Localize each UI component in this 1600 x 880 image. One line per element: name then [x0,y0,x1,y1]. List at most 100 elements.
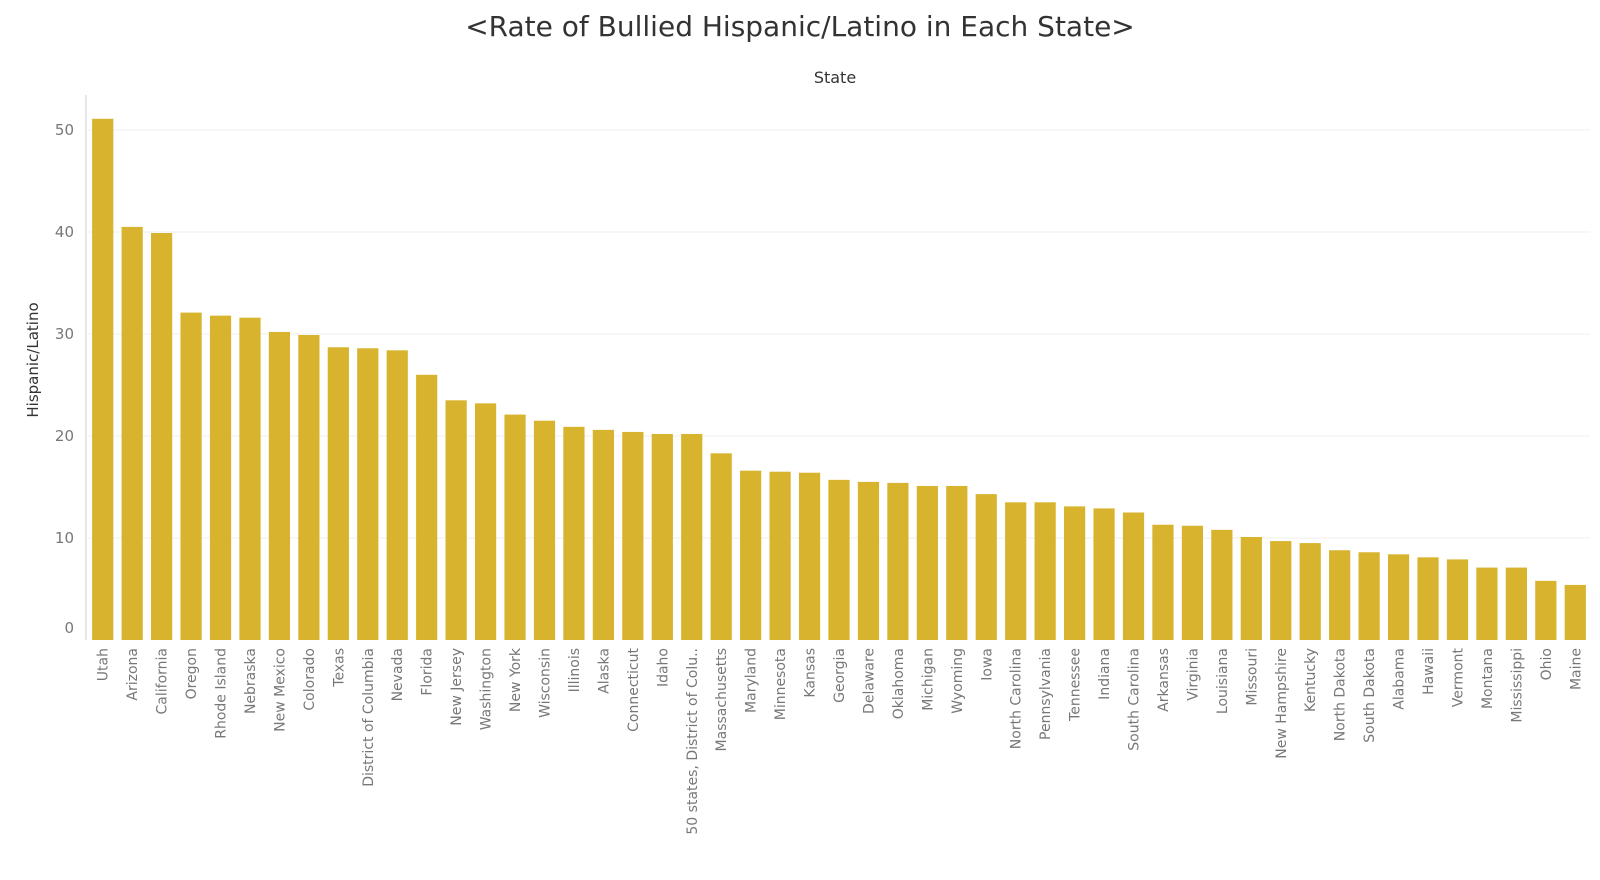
x-tick-label: Wisconsin [537,648,553,718]
bar [151,233,173,640]
x-tick-label: Alabama [1392,648,1408,710]
x-tick-label: Missouri [1244,648,1260,706]
bar [740,470,762,640]
x-tick-label: 50 states, District of Colu.. [685,648,701,835]
x-tick-label: Hawaii [1421,648,1437,695]
bar [710,453,732,640]
bar [386,350,408,640]
bar [357,348,379,640]
x-tick-label: Indiana [1097,648,1113,700]
bar [1034,502,1056,640]
x-tick-label: North Dakota [1333,648,1349,741]
bar [209,315,232,640]
x-tick-label: New Jersey [449,648,465,726]
bar [1417,557,1439,640]
bar [887,482,909,640]
x-tick-label: New Hampshire [1274,648,1290,759]
bars [92,118,1586,640]
x-tick-label: Idaho [655,648,671,687]
bar [268,331,291,640]
x-tick-label: Delaware [861,648,877,714]
bar [975,494,997,640]
x-tick-label: Washington [479,648,495,730]
x-tick-label: Minnesota [773,648,789,720]
y-axis-label: Hispanic/Latino [24,302,42,417]
x-tick-label: Connecticut [626,647,642,731]
x-tick-label: Kansas [803,648,819,698]
bar [798,472,821,640]
x-tick-label: Colorado [302,648,318,711]
x-tick-label: Vermont [1450,647,1466,707]
bar [533,420,556,640]
x-tick-label: Mississippi [1509,648,1525,723]
bar [916,485,938,640]
x-tick-label: Rhode Island [214,648,230,739]
x-tick-label: Iowa [979,648,995,681]
y-tick-label: 20 [55,427,74,445]
y-tick-label: 40 [55,223,74,241]
bar [474,403,497,640]
bar [1093,508,1115,640]
x-axis-header: State [813,68,857,87]
x-tick-label: Alaska [596,648,612,694]
bar [651,433,673,640]
x-tick-label: Montana [1480,648,1496,709]
x-tick-label: California [155,648,171,714]
x-tick-label: South Carolina [1127,648,1143,751]
bar [1299,543,1321,640]
x-tick-label: Massachusetts [714,648,730,751]
x-tick-label: Michigan [920,648,936,711]
x-tick-label: North Carolina [1009,648,1025,749]
x-tick-label: Wyoming [950,648,966,714]
x-tick-label: Florida [420,648,436,696]
bar [622,431,644,640]
chart-title: <Rate of Bullied Hispanic/Latino in Each… [465,10,1135,43]
bar [1387,554,1410,640]
bar [1505,567,1527,640]
bar [946,485,968,640]
bar [504,414,526,640]
y-tick-label: 0 [64,619,74,637]
x-tick-label: Maine [1568,648,1584,690]
bar [1064,506,1086,640]
y-tick-label: 30 [55,325,74,343]
bar [769,471,791,640]
bar [563,426,585,640]
x-tick-label: New York [508,647,524,712]
x-axis-ticks: Utah Arizona California Oregon Rhode Island N… [96,647,1585,835]
bar [857,481,880,640]
bar [1476,567,1498,640]
bar [92,118,114,640]
x-tick-label: Oklahoma [891,648,907,719]
bar [1005,502,1027,640]
y-axis-ticks: 0 10 20 30 40 50 [55,121,74,637]
x-tick-label: Maryland [744,648,760,713]
bar [327,347,349,640]
x-tick-label: Louisiana [1215,648,1231,714]
x-tick-label: District of Columbia [361,648,377,787]
x-tick-label: Tennessee [1068,648,1084,722]
bar [298,335,320,640]
x-tick-label: Arkansas [1156,648,1172,712]
bar [1181,525,1204,640]
bar [180,312,202,640]
x-tick-label: Pennsylvania [1038,648,1054,740]
bar [1446,559,1469,640]
bar [239,317,261,640]
x-tick-label: Texas [331,648,347,688]
x-tick-label: New Mexico [272,648,288,732]
x-tick-label: Illinois [567,648,583,692]
bar [1358,552,1380,640]
bar [121,226,143,640]
bar [1564,584,1586,640]
y-tick-label: 10 [55,529,74,547]
x-tick-label: Ohio [1539,648,1555,680]
bar [1122,512,1145,640]
x-tick-label: Nebraska [243,648,259,714]
x-tick-label: Utah [96,648,112,681]
x-tick-label: South Dakota [1362,648,1378,743]
bar [828,479,850,640]
x-tick-label: Arizona [125,648,141,701]
bar [445,400,467,640]
